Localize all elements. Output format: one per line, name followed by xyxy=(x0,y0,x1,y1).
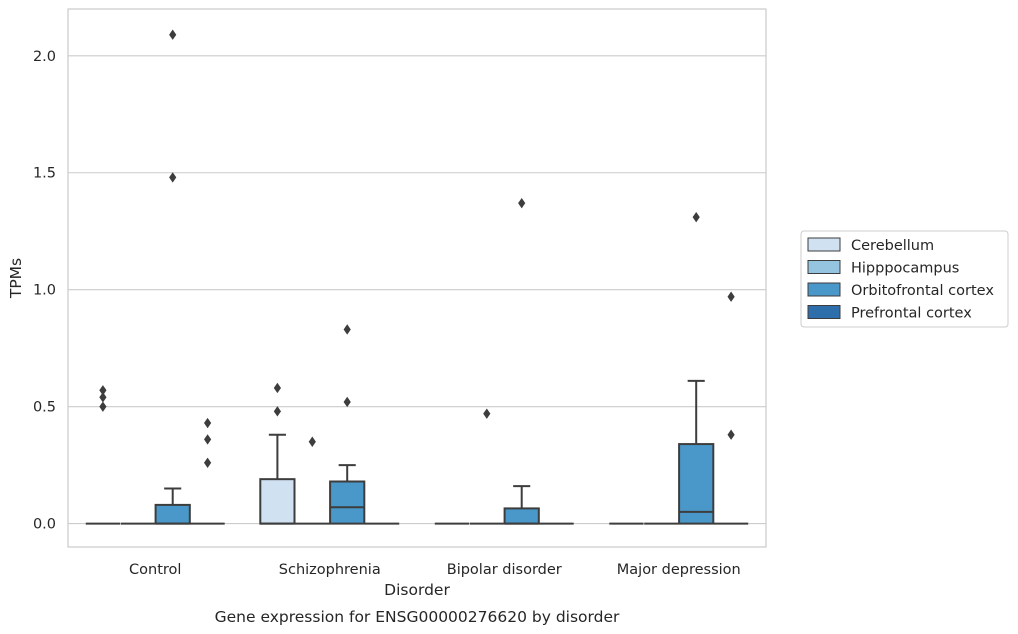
box-body xyxy=(503,507,540,525)
x-tick-label: Schizophrenia xyxy=(279,562,381,578)
legend-swatch xyxy=(807,282,841,297)
plot-frame xyxy=(67,8,767,548)
outlier-point xyxy=(204,434,212,445)
box-body xyxy=(329,480,366,525)
legend-label: Hipppocampus xyxy=(851,261,959,277)
box-3-4 xyxy=(678,211,715,525)
box-2-3 xyxy=(469,408,504,525)
x-tick-label: Major depression xyxy=(617,562,741,578)
legend-swatch xyxy=(807,260,841,274)
legend-label: Cerebellum xyxy=(851,238,934,254)
outlier-point xyxy=(169,172,177,183)
y-tick-label: 1.5 xyxy=(33,166,56,182)
box-3-2 xyxy=(329,324,366,525)
legend-swatch xyxy=(807,305,841,319)
outlier-point xyxy=(99,385,107,396)
outlier-point xyxy=(273,406,281,417)
box-4-4 xyxy=(713,291,749,525)
box-1-1 xyxy=(85,385,121,525)
legend: Cerebellum Hipppocampus Orbitofrontal cort… xyxy=(800,230,1009,328)
box-body xyxy=(259,478,296,525)
legend-frame xyxy=(800,230,1009,328)
box-body xyxy=(154,503,191,525)
outlier-point xyxy=(343,324,351,335)
box-body xyxy=(678,443,715,525)
y-axis-label: TPMs xyxy=(7,258,25,299)
box-1-2 xyxy=(259,382,296,525)
outlier-point xyxy=(308,436,316,447)
x-tick-label: Bipolar disorder xyxy=(447,562,562,578)
outlier-point xyxy=(343,396,351,408)
chart-caption: Gene expression for ENSG00000276620 by d… xyxy=(215,608,620,626)
outlier-point xyxy=(204,417,212,429)
legend-swatch xyxy=(807,237,841,252)
outlier-point xyxy=(518,197,526,209)
outlier-point xyxy=(204,457,212,468)
outlier-point xyxy=(99,401,107,412)
outlier-point xyxy=(727,429,735,440)
box-4-1 xyxy=(190,417,225,525)
outlier-point xyxy=(727,291,735,302)
outlier-point xyxy=(273,382,281,394)
box-plot-series xyxy=(85,29,749,525)
y-tick-label: 1.0 xyxy=(33,283,56,299)
x-tick-label: Control xyxy=(129,562,181,578)
y-tick-label: 0.0 xyxy=(33,517,56,533)
box-2-2 xyxy=(295,436,330,525)
outlier-point xyxy=(483,408,491,419)
outlier-point xyxy=(99,392,107,403)
y-tick-label: 2.0 xyxy=(33,49,56,65)
box-3-3 xyxy=(503,197,540,525)
x-axis-ticks: Control Schizophrenia Bipolar disorder Majo… xyxy=(129,562,741,578)
x-axis-label: Disorder xyxy=(384,581,450,599)
outlier-point xyxy=(692,211,700,223)
box-3-1 xyxy=(154,29,191,525)
legend-label: Prefrontal cortex xyxy=(851,306,972,322)
outlier-point xyxy=(169,29,177,40)
legend-label: Orbitofrontal cortex xyxy=(851,283,994,299)
y-axis-ticks: 0.0 0.5 1.0 1.5 2.0 xyxy=(33,49,56,533)
y-tick-label: 0.5 xyxy=(33,400,56,416)
